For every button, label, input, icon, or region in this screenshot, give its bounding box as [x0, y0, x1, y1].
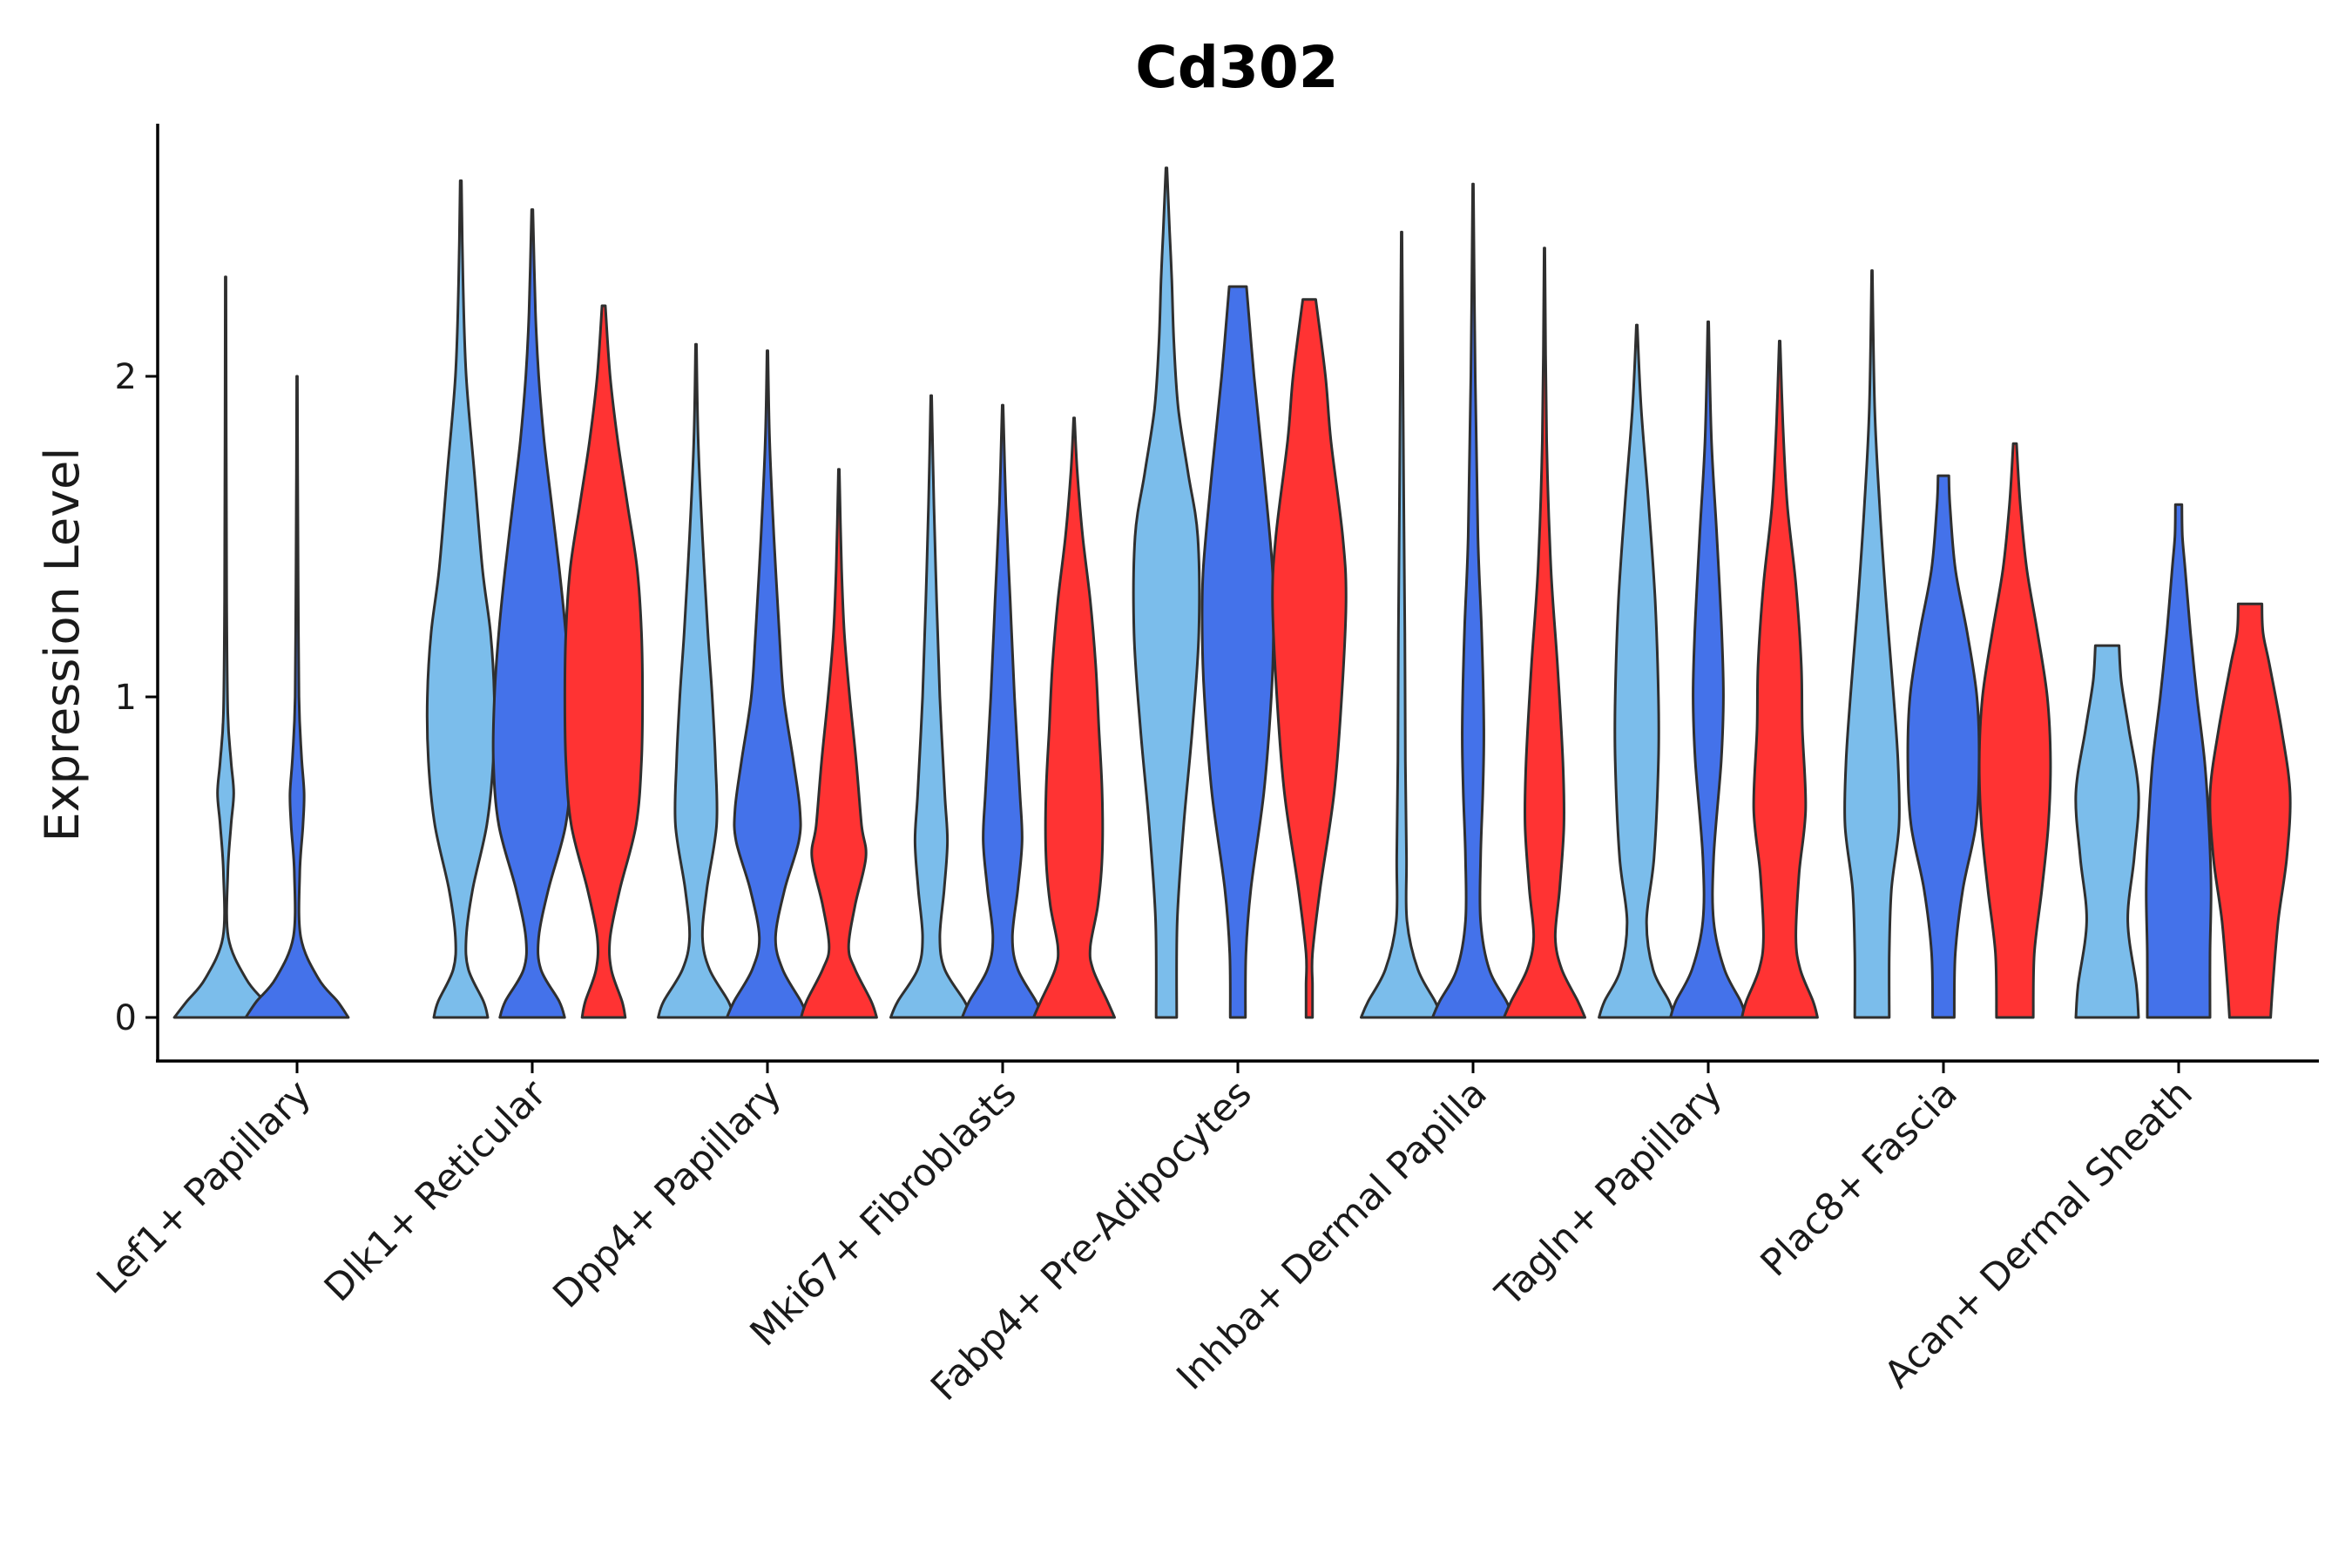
category-label: Tagln+ Papillary — [1487, 1071, 1731, 1315]
violin-1-2 — [563, 304, 645, 1019]
violin-5-2 — [1503, 247, 1586, 1019]
y-tick-label: 2 — [115, 357, 137, 397]
violin-3-2 — [1032, 416, 1116, 1019]
violin-1-1 — [491, 208, 573, 1019]
violin-4-1 — [1200, 285, 1275, 1019]
violin-5-0 — [1360, 230, 1443, 1019]
violin-6-1 — [1669, 320, 1747, 1019]
category-label: Mki67+ Fibroblasts — [742, 1071, 1025, 1355]
category-label: Dpp4+ Papillary — [545, 1071, 790, 1316]
violin-3-1 — [961, 403, 1044, 1019]
y-ticks: 0 1 2 — [115, 357, 158, 1038]
category-label: Lef1+ Papillary — [89, 1071, 320, 1302]
violins-layer — [172, 166, 2292, 1019]
violin-7-0 — [1843, 269, 1901, 1019]
violin-2-0 — [657, 342, 735, 1019]
category-label: Plac8+ Fascia — [1753, 1071, 1966, 1285]
violin-8-1 — [2145, 503, 2213, 1019]
violin-7-2 — [1977, 442, 2052, 1019]
violin-0-1 — [244, 375, 350, 1019]
violin-8-0 — [2074, 644, 2140, 1019]
chart-title: Cd302 — [1135, 34, 1338, 101]
violin-6-0 — [1598, 323, 1676, 1019]
violin-2-2 — [800, 468, 878, 1019]
violin-7-1 — [1906, 474, 1981, 1019]
violin-0-0 — [172, 275, 279, 1019]
violin-3-0 — [889, 394, 973, 1019]
violin-5-1 — [1431, 182, 1515, 1019]
violin-6-2 — [1740, 340, 1819, 1019]
violin-1-0 — [425, 179, 497, 1019]
y-tick-label: 0 — [115, 998, 137, 1038]
violin-2-1 — [726, 349, 809, 1019]
category-label: Dlk1+ Reticular — [316, 1071, 555, 1310]
violin-4-0 — [1132, 166, 1201, 1019]
y-axis-label: Expression Level — [35, 448, 90, 842]
violin-4-2 — [1271, 298, 1348, 1019]
violin-8-2 — [2208, 602, 2292, 1019]
y-tick-label: 1 — [115, 678, 137, 718]
